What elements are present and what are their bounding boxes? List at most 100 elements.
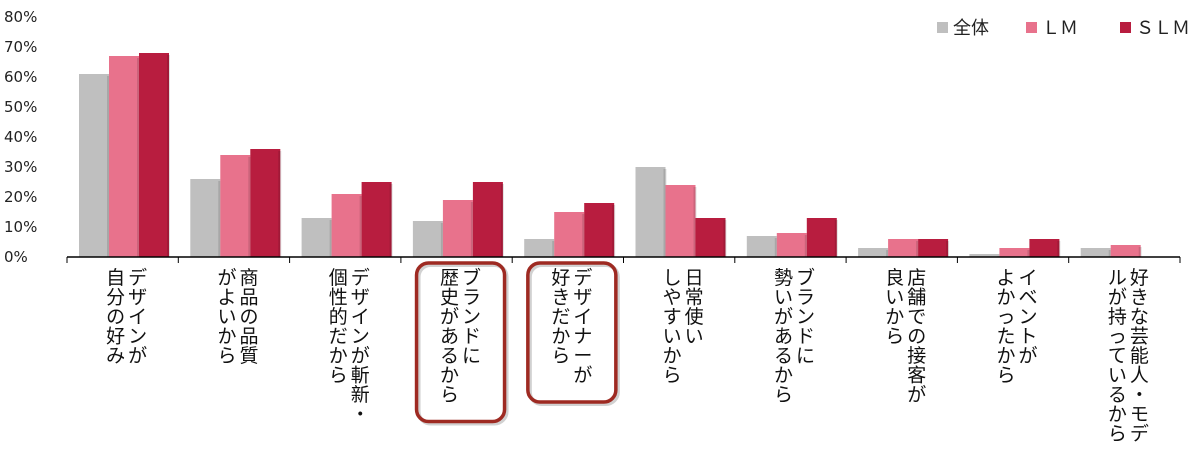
bar-shadow xyxy=(500,184,504,257)
bar-shadow xyxy=(612,205,616,257)
bar-shadow xyxy=(693,187,697,257)
category-label: 勢いがあるから xyxy=(774,267,793,406)
category-label: イベントが xyxy=(1019,267,1038,367)
bar xyxy=(250,149,281,257)
y-tick-label: 40% xyxy=(4,128,37,146)
bar-shadow xyxy=(107,76,110,257)
legend-label: ＳＬＭ xyxy=(1136,18,1190,39)
bar xyxy=(442,200,473,257)
bar-shadow xyxy=(440,223,444,257)
legend-label: 全体 xyxy=(953,18,989,39)
bar-shadow xyxy=(1027,250,1031,257)
category-label: 日常使い xyxy=(685,267,704,348)
y-tick-label: 0% xyxy=(4,248,28,266)
bar xyxy=(190,179,221,257)
bar xyxy=(969,254,1000,257)
legend-label: ＬＭ xyxy=(1042,18,1078,39)
bar-shadow xyxy=(582,214,586,257)
bar-shadow xyxy=(359,196,363,257)
bar-shadow xyxy=(663,169,667,257)
bar xyxy=(361,182,392,257)
bar-shadow xyxy=(389,184,393,257)
bar xyxy=(109,56,139,257)
legend: 全体 ＬＭ ＳＬＭ xyxy=(937,18,1190,39)
legend-swatch xyxy=(1120,22,1131,33)
bar xyxy=(888,239,919,257)
category-label: がよいから xyxy=(217,267,236,367)
category-label: 歴史があるから xyxy=(440,267,459,406)
bar xyxy=(1110,245,1141,257)
bar xyxy=(220,155,251,257)
bar xyxy=(776,233,807,257)
category-label: 好きな芸能人・モデ xyxy=(1130,267,1149,445)
bar-shadow xyxy=(278,151,282,257)
category-label: よかったから xyxy=(997,267,1016,387)
bar-shadow xyxy=(834,220,838,257)
category-label: 好きだから xyxy=(551,267,570,367)
bar xyxy=(695,218,726,257)
bars xyxy=(79,53,1142,257)
bar-shadow xyxy=(329,220,333,257)
bar-shadow xyxy=(470,202,474,257)
y-tick-label: 70% xyxy=(4,38,37,56)
highlight-box xyxy=(414,261,507,424)
highlight-box-shadow xyxy=(416,263,509,426)
highlight-box xyxy=(526,261,618,404)
bar xyxy=(635,167,666,257)
bar-shadow xyxy=(552,241,556,257)
bar-shadow xyxy=(167,55,170,257)
bar xyxy=(472,182,503,257)
bar-shadow xyxy=(1138,247,1142,257)
bar-shadow xyxy=(774,238,778,257)
category-label: デザインが xyxy=(128,267,147,367)
y-axis: 0% 10% 20% 30% 40% 50% 60% 70% 80% xyxy=(4,8,37,266)
y-tick-label: 10% xyxy=(4,218,37,236)
bar xyxy=(79,74,109,257)
bar xyxy=(139,53,169,257)
bar-shadow xyxy=(1108,250,1112,257)
category-labels: デザインが自分の好み商品の品質がよいからデザインが斬新・個性的だからブランドに歴… xyxy=(106,266,1149,445)
bar-shadow xyxy=(1057,241,1061,257)
bar xyxy=(665,185,696,257)
y-tick-label: 50% xyxy=(4,98,37,116)
bar xyxy=(331,194,362,257)
y-tick-label: 60% xyxy=(4,68,37,86)
bar xyxy=(1080,248,1111,257)
highlight-box-shadow xyxy=(527,263,620,406)
bar xyxy=(1029,239,1060,257)
highlight-boxes xyxy=(414,261,620,426)
category-label: 良いから xyxy=(885,267,904,348)
category-label: ルが持っているから xyxy=(1108,267,1127,445)
bar xyxy=(584,203,615,257)
category-label: デザインが斬新・ xyxy=(351,267,370,426)
bar xyxy=(999,248,1030,257)
bar-shadow xyxy=(218,181,222,257)
category-label: 自分の好み xyxy=(106,267,125,367)
legend-swatch xyxy=(937,22,948,33)
bar-shadow xyxy=(916,241,920,257)
category-label: ブランドに xyxy=(796,266,815,367)
bar-shadow xyxy=(886,250,890,257)
bar xyxy=(746,236,777,257)
bar-shadow xyxy=(804,235,808,257)
bar xyxy=(524,239,555,257)
y-tick-label: 30% xyxy=(4,158,37,176)
bar-shadow xyxy=(137,58,140,257)
y-tick-label: 80% xyxy=(4,8,37,26)
x-axis xyxy=(66,256,1181,263)
y-tick-label: 20% xyxy=(4,188,37,206)
bar xyxy=(301,218,332,257)
bar-shadow xyxy=(248,157,252,257)
bar xyxy=(858,248,889,257)
bar-shadow xyxy=(723,220,727,257)
bar-shadow xyxy=(946,241,950,257)
legend-swatch xyxy=(1026,22,1037,33)
category-label: デザイナーが xyxy=(573,267,592,387)
bar xyxy=(918,239,949,257)
bar xyxy=(554,212,585,257)
category-label: 店舗での接客が xyxy=(907,267,926,406)
bar xyxy=(806,218,837,257)
category-label: 商品の品質 xyxy=(239,267,258,367)
